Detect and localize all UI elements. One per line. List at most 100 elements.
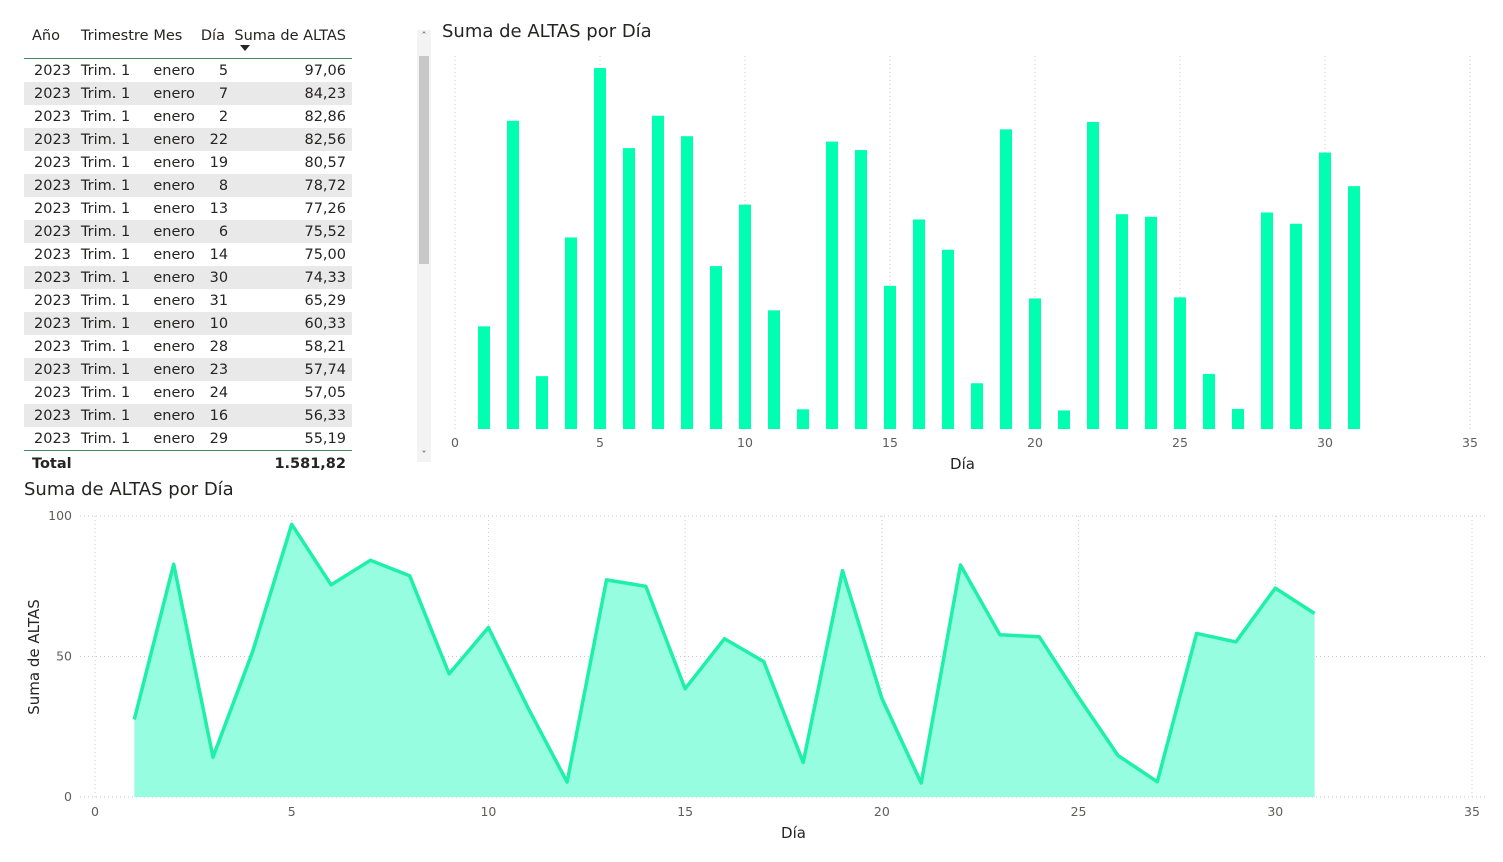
data-point-day-5[interactable] (288, 520, 296, 528)
data-point-day-19[interactable] (839, 567, 847, 575)
data-point-day-21[interactable] (917, 779, 925, 787)
cell-mes: enero (153, 384, 195, 401)
data-point-day-25[interactable] (1075, 694, 1083, 702)
bar-day-23[interactable] (1116, 214, 1128, 429)
bar-day-8[interactable] (681, 136, 693, 429)
table-row[interactable]: 2023 Trim. 1 enero 31 65,29 (24, 289, 352, 312)
bar-day-30[interactable] (1319, 152, 1331, 429)
data-point-day-8[interactable] (406, 572, 414, 580)
table-row[interactable]: 2023 Trim. 1 enero 16 56,33 (24, 404, 352, 427)
sort-descending-icon[interactable] (240, 45, 250, 51)
scroll-up-icon[interactable]: ˆ (421, 30, 427, 43)
table-row[interactable]: 2023 Trim. 1 enero 22 82,56 (24, 128, 352, 151)
bar-day-15[interactable] (884, 285, 896, 429)
bar-day-28[interactable] (1261, 212, 1273, 429)
cell-mes: enero (153, 62, 195, 79)
bar-day-20[interactable] (1029, 298, 1041, 429)
cell-mes: enero (153, 200, 195, 217)
bar-day-9[interactable] (710, 266, 722, 429)
header-anio[interactable]: Año (32, 28, 60, 44)
bar-day-17[interactable] (942, 249, 954, 429)
data-point-day-9[interactable] (445, 670, 453, 678)
data-point-day-24[interactable] (1035, 633, 1043, 641)
data-point-day-28[interactable] (1193, 629, 1201, 637)
table-row[interactable]: 2023 Trim. 1 enero 13 77,26 (24, 197, 352, 220)
table-row[interactable]: 2023 Trim. 1 enero 29 55,19 (24, 427, 352, 451)
series-line[interactable] (132, 522, 1316, 785)
x-tick-label: 0 (91, 804, 99, 819)
cell-anio: 2023 (24, 220, 81, 243)
bar-day-22[interactable] (1087, 121, 1099, 430)
data-point-day-15[interactable] (681, 685, 689, 693)
bar-chart-title: Suma de ALTAS por Día (442, 21, 652, 42)
data-point-day-3[interactable] (209, 753, 217, 761)
table-row[interactable]: 2023 Trim. 1 enero 19 80,57 (24, 151, 352, 174)
data-point-day-14[interactable] (642, 582, 650, 590)
data-point-day-31[interactable] (1311, 610, 1319, 618)
data-point-day-20[interactable] (878, 694, 886, 702)
data-point-day-17[interactable] (760, 658, 768, 666)
bar-day-14[interactable] (855, 150, 867, 429)
bar-day-10[interactable] (739, 204, 751, 429)
table-scrollbar[interactable]: ˆ ˇ (417, 30, 431, 462)
table-row[interactable]: 2023 Trim. 1 enero 7 84,23 (24, 82, 352, 105)
scroll-thumb[interactable] (419, 56, 429, 264)
bar-day-2[interactable] (507, 120, 519, 429)
bar-day-13[interactable] (826, 141, 838, 429)
table-row[interactable]: 2023 Trim. 1 enero 8 78,72 (24, 174, 352, 197)
table-row[interactable]: 2023 Trim. 1 enero 5 97,06 (24, 59, 352, 83)
table-row[interactable]: 2023 Trim. 1 enero 28 58,21 (24, 335, 352, 358)
bar-day-4[interactable] (565, 237, 577, 429)
header-suma-altas[interactable]: Suma de ALTAS (234, 28, 346, 44)
bar-day-27[interactable] (1232, 408, 1244, 429)
bar-day-24[interactable] (1145, 216, 1157, 429)
data-point-day-4[interactable] (248, 648, 256, 656)
bar-day-18[interactable] (971, 383, 983, 429)
data-point-day-10[interactable] (484, 623, 492, 631)
table-row[interactable]: 2023 Trim. 1 enero 23 57,74 (24, 358, 352, 381)
bar-day-7[interactable] (652, 115, 664, 430)
data-point-day-7[interactable] (366, 556, 374, 564)
header-mes[interactable]: Mes (153, 28, 183, 44)
data-point-day-12[interactable] (563, 778, 571, 786)
data-point-day-2[interactable] (170, 560, 178, 568)
data-point-day-27[interactable] (1153, 778, 1161, 786)
bar-day-26[interactable] (1203, 373, 1215, 429)
data-point-day-22[interactable] (957, 561, 965, 569)
bar-day-3[interactable] (536, 376, 548, 429)
data-point-day-30[interactable] (1271, 584, 1279, 592)
header-dia[interactable]: Día (200, 28, 225, 44)
x-axis-label: Día (781, 824, 806, 842)
cell-anio: 2023 (34, 384, 71, 401)
data-point-day-11[interactable] (524, 703, 532, 711)
bar-day-31[interactable] (1348, 186, 1360, 429)
bar-day-6[interactable] (623, 148, 635, 429)
bar-day-16[interactable] (913, 219, 925, 429)
bar-day-21[interactable] (1058, 410, 1070, 429)
data-point-day-13[interactable] (602, 576, 610, 584)
scroll-down-icon[interactable]: ˇ (421, 449, 427, 462)
data-point-day-23[interactable] (996, 631, 1004, 639)
data-point-day-29[interactable] (1232, 638, 1240, 646)
data-point-day-6[interactable] (327, 581, 335, 589)
table-row[interactable]: 2023 Trim. 1 enero 14 75,00 (24, 243, 352, 266)
cell-anio: 2023 (34, 338, 71, 355)
cell-anio: 2023 (34, 200, 71, 217)
table-row[interactable]: 2023 Trim. 1 enero 30 74,33 (24, 266, 352, 289)
table-row[interactable]: 2023 Trim. 1 enero 10 60,33 (24, 312, 352, 335)
bar-day-12[interactable] (797, 409, 809, 429)
data-point-day-26[interactable] (1114, 751, 1122, 759)
bar-day-5[interactable] (594, 68, 606, 429)
bar-day-29[interactable] (1290, 223, 1302, 429)
bar-day-1[interactable] (478, 326, 490, 429)
table-row[interactable]: 2023 Trim. 1 enero 2 82,86 (24, 105, 352, 128)
header-trimestre[interactable]: Trimestre (80, 28, 149, 44)
data-point-day-16[interactable] (720, 635, 728, 643)
table-row[interactable]: 2023 Trim. 1 enero 6 75,52 (24, 220, 352, 243)
data-point-day-18[interactable] (799, 758, 807, 766)
bar-day-25[interactable] (1174, 297, 1186, 429)
table-row[interactable]: 2023 Trim. 1 enero 24 57,05 (24, 381, 352, 404)
bar-day-19[interactable] (1000, 129, 1012, 429)
data-point-day-1[interactable] (130, 715, 138, 723)
bar-day-11[interactable] (768, 310, 780, 429)
